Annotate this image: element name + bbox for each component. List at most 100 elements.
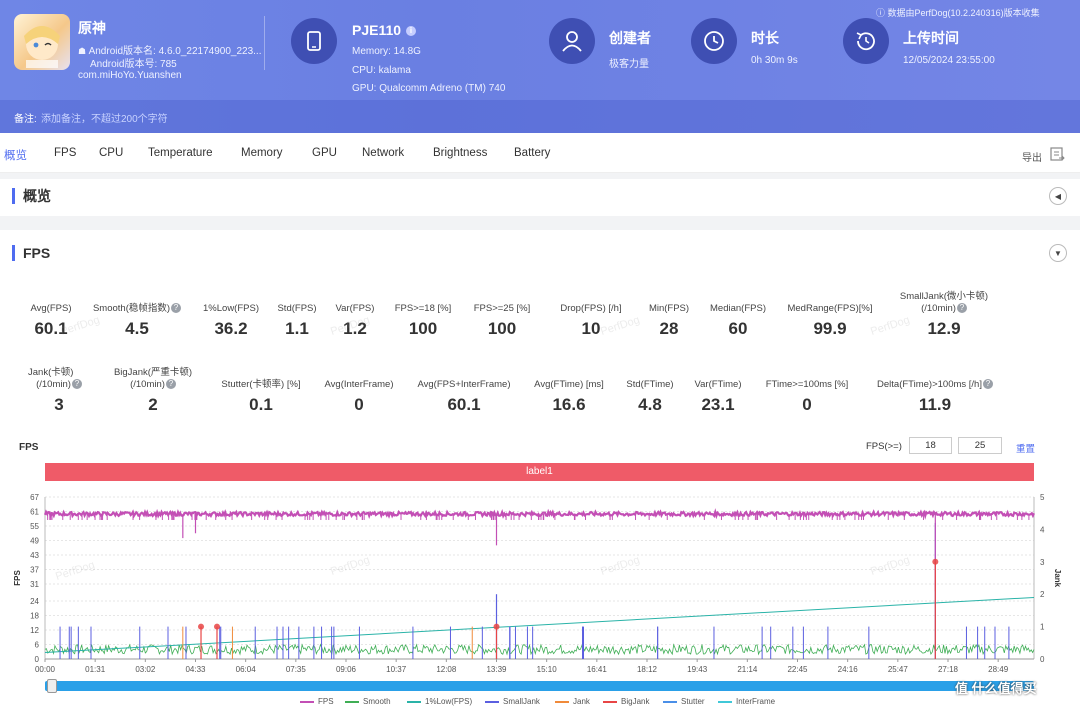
legend-small-jank[interactable]: SmallJank [485,697,540,706]
app-version: ☗ Android版本名: 4.6.0_22174900_223... [78,46,262,57]
x-tick-label: 09:06 [336,665,357,674]
stat-ftime100: FTime>=100ms [%] 0 [765,379,849,414]
tab-battery[interactable]: Battery [514,147,551,159]
y2-axis-label: Jank [1053,569,1062,588]
reset-button[interactable]: 重置 [1016,444,1036,455]
note-bar: 备注: 添加备注，不超过200个字符 [0,100,1080,133]
tab-fps[interactable]: FPS [54,147,77,159]
header-divider [264,16,265,70]
app-name: 原神 [78,20,106,36]
slider-left-handle[interactable] [47,679,57,693]
help-icon: ? [956,303,967,314]
tab-gpu[interactable]: GPU [312,147,337,159]
legend-interframe[interactable]: InterFrame [718,697,775,706]
tab-cpu[interactable]: CPU [99,147,124,159]
legend-1pct-low[interactable]: 1%Low(FPS) [407,697,472,706]
tab-bar: 概览 FPS CPU Temperature Memory GPU Networ… [0,133,1080,173]
x-tick-label: 25:47 [888,665,909,674]
help-icon: ? [982,379,993,390]
stat-var-fps: Var(FPS) 1.2 [335,303,375,338]
y-tick-label: 37 [30,566,39,575]
y-tick-label: 12 [30,626,39,635]
stat-stutter: Stutter(卡顿率) [%] 0.1 [221,379,301,414]
overview-collapse-icon[interactable]: ◀ [1049,187,1067,205]
legend-big-jank[interactable]: BigJank [603,697,649,706]
legend-jank[interactable]: Jank [555,697,590,706]
stat-fps25: FPS>=25 [%] 100 [473,303,531,338]
x-tick-label: 12:08 [436,665,457,674]
legend-stutter[interactable]: Stutter [663,697,705,706]
tab-brightness[interactable]: Brightness [433,147,488,159]
tab-overview[interactable]: 概览 [4,150,27,162]
segment-label-bar[interactable]: label1 [45,463,1034,481]
stat-median: Median(FPS) 60 [710,303,766,338]
x-tick-label: 15:10 [537,665,558,674]
overview-section-title: 概览 [12,188,51,204]
section-gap [0,216,1080,230]
x-tick-label: 06:04 [236,665,257,674]
tab-temperature[interactable]: Temperature [148,147,213,159]
x-tick-label: 21:14 [737,665,758,674]
stat-big-jank: BigJank(严重卡顿) (/10min)? 2 [113,367,193,414]
fps-collapse-icon[interactable]: ▼ [1049,244,1067,262]
smooth-series [44,643,1035,656]
upload-value: 12/05/2024 23:55:00 [903,55,995,66]
x-tick-label: 18:12 [637,665,658,674]
section-gap [0,173,1080,179]
x-tick-label: 22:45 [787,665,808,674]
y-tick-label: 24 [30,597,39,606]
low1-series [44,596,1035,654]
tab-memory[interactable]: Memory [241,147,283,159]
x-tick-label: 13:39 [486,665,507,674]
threshold-input-2[interactable]: 25 [958,437,1002,454]
big-jank-point [198,623,205,630]
chart-title: FPS [19,442,39,453]
y2-tick-label: 1 [1040,623,1045,632]
export-icon[interactable] [1049,146,1065,162]
stat-std-ftime: Std(FTime) 4.8 [626,379,674,414]
y2-tick-label: 2 [1040,590,1045,599]
app-icon [14,14,70,70]
stat-avg-fps: Avg(FPS) 60.1 [30,303,72,338]
device-gpu: GPU: Qualcomm Adreno (TM) 740 [352,83,506,94]
export-label[interactable]: 导出 [1022,153,1042,164]
stat-avg-interframe: Avg(InterFrame) 0 [324,379,394,414]
stat-std-fps: Std(FPS) 1.1 [277,303,317,338]
x-tick-label: 28:49 [988,665,1009,674]
y-tick-label: 43 [30,551,39,560]
x-tick-label: 07:35 [286,665,307,674]
note-input[interactable]: 添加备注，不超过200个字符 [41,114,168,125]
stat-drop: Drop(FPS) [/h] 10 [560,303,622,338]
y-axis-label: FPS [13,570,22,586]
y-tick-label: 67 [30,493,39,502]
help-icon: ? [71,379,82,390]
app-version-code: Android版本号: 785 [90,59,177,70]
y-tick-label: 18 [30,611,39,620]
legend-fps[interactable]: FPS [300,697,334,706]
app-package: com.miHoYo.Yuanshen [78,70,182,81]
y-tick-label: 55 [30,522,39,531]
report-header: 原神 ☗ Android版本名: 4.6.0_22174900_223... A… [0,0,1080,133]
y-tick-label: 6 [35,640,40,649]
device-memory: Memory: 14.8G [352,46,421,57]
history-icon [843,18,889,64]
fps-section-title: FPS [12,245,50,261]
stat-jank: Jank(卡顿) (/10min)? 3 [22,367,96,415]
y-tick-label: 61 [30,508,39,517]
creator-title: 创建者 [609,30,651,46]
upload-title: 上传时间 [903,30,959,46]
user-icon [549,18,595,64]
x-tick-label: 10:37 [386,665,407,674]
duration-title: 时长 [751,30,779,46]
device-name: PJE110 i [352,22,416,38]
threshold-input-1[interactable]: 18 [909,437,952,454]
legend-smooth[interactable]: Smooth [345,697,391,706]
big-jank-point [214,623,220,630]
y2-tick-label: 4 [1040,525,1045,534]
stat-smooth: Smooth(稳帧指数)? 4.5 [88,303,186,339]
stat-delta-ftime: Delta(FTime)>100ms [/h]? 11.9 [868,379,1002,415]
time-range-slider[interactable] [45,679,1034,693]
stat-var-ftime: Var(FTime) 23.1 [694,379,742,414]
y2-tick-label: 5 [1040,493,1045,502]
tab-network[interactable]: Network [362,147,405,159]
